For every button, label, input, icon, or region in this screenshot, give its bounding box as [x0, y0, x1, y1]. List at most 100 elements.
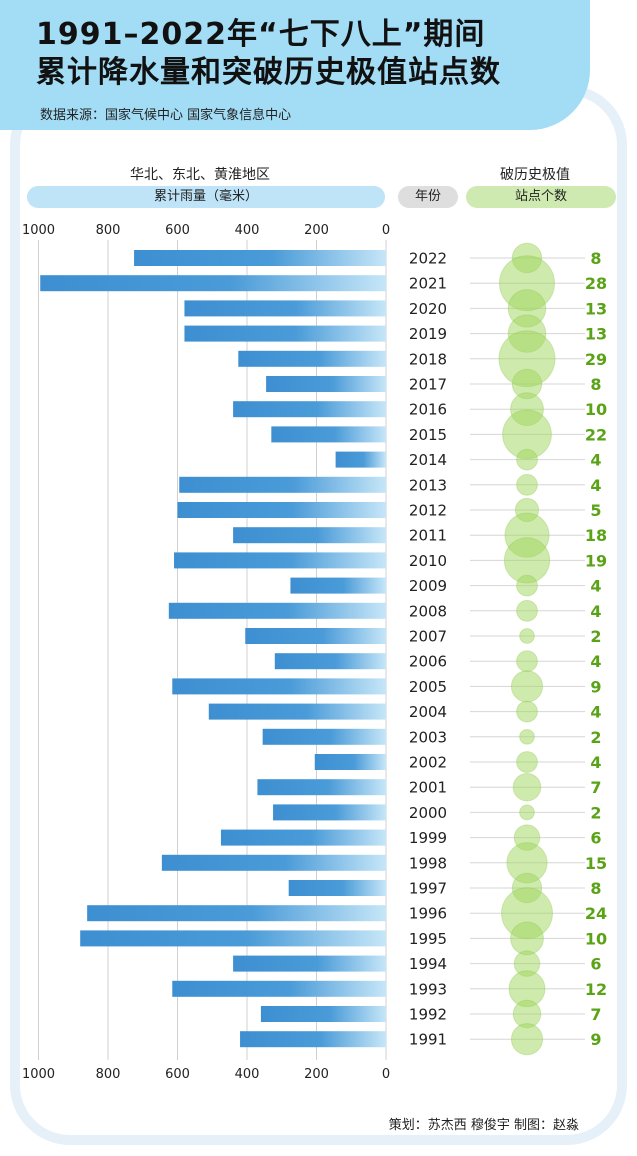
- record-count-label: 28: [585, 274, 607, 293]
- rainfall-bar: [233, 527, 386, 544]
- year-label: 1998: [409, 854, 447, 872]
- year-labels: 2022 2021 2020 2019 2018 2017 2016 2015 2014 2013…: [409, 250, 447, 1049]
- rainfall-bar: [257, 779, 386, 796]
- rainfall-bar: [271, 426, 386, 443]
- year-label: 2003: [409, 728, 447, 746]
- record-bubble: [519, 628, 535, 644]
- rainfall-bar: [184, 300, 386, 317]
- record-bubble: [516, 700, 538, 723]
- record-bubble: [512, 772, 542, 802]
- record-count-label: 6: [590, 829, 601, 848]
- rainfall-bar: [288, 880, 386, 896]
- x-tick-label-top: 600: [165, 223, 190, 238]
- record-count-label: 8: [590, 879, 601, 898]
- year-label: 2021: [409, 275, 447, 293]
- rainfall-bar: [233, 955, 386, 972]
- rainfall-bar: [168, 602, 386, 619]
- region-label: 华北、东北、黄淮地区: [130, 167, 270, 183]
- record-count-label: 18: [585, 526, 607, 545]
- record-count-label: 6: [590, 955, 601, 974]
- x-tick-label-bottom: 200: [304, 1067, 329, 1082]
- record-count-label: 8: [590, 375, 601, 394]
- rainfall-bar: [240, 1031, 386, 1048]
- year-label: 2014: [409, 451, 447, 469]
- year-label: 1994: [409, 955, 447, 973]
- record-count-label: 4: [590, 602, 601, 621]
- record-bubble: [510, 1023, 544, 1056]
- record-count-label: 24: [585, 904, 607, 923]
- record-bubble: [516, 473, 538, 496]
- year-label: 2020: [409, 300, 447, 318]
- year-label: 2019: [409, 325, 447, 343]
- year-label: 2015: [409, 426, 447, 444]
- header-banner: 1991–2022年“七下八上”期间 累计降水量和突破历史极值站点数 数据来源：…: [0, 0, 590, 130]
- year-label: 2012: [409, 502, 447, 520]
- count-labels: 8281313298102244518194424942472615824106…: [585, 249, 607, 1049]
- rainfall-bar: [80, 930, 386, 947]
- year-label: 2000: [409, 804, 447, 822]
- year-label: 2011: [409, 527, 447, 545]
- record-bubble: [516, 650, 538, 673]
- rainfall-bar: [161, 854, 386, 871]
- rainfall-bar: [172, 678, 386, 695]
- record-count-label: 9: [590, 1030, 601, 1049]
- record-count-label: 10: [585, 929, 607, 948]
- year-label: 1991: [409, 1031, 447, 1049]
- record-count-label: 7: [590, 778, 601, 797]
- record-bubble: [516, 599, 538, 622]
- bar-layer: [40, 250, 387, 1048]
- year-label: 2005: [409, 678, 447, 696]
- record-count-label: 10: [585, 400, 607, 419]
- x-tick-label-top: 400: [235, 223, 260, 238]
- x-tick-label-top: 0: [382, 223, 390, 238]
- record-count-label: 2: [590, 627, 601, 646]
- record-count-label: 2: [590, 728, 601, 747]
- rainfall-bar: [262, 728, 386, 745]
- record-count-label: 22: [585, 425, 607, 444]
- record-count-label: 13: [585, 325, 607, 344]
- rainfall-bar: [290, 577, 386, 594]
- rainfall-bar: [274, 653, 386, 670]
- record-count-label: 2: [590, 803, 601, 822]
- year-label: 1996: [409, 905, 447, 923]
- record-count-label: 29: [585, 350, 607, 369]
- record-count-label: 9: [590, 677, 601, 696]
- year-label: 2016: [409, 401, 447, 419]
- rainfall-bar: [260, 1006, 386, 1022]
- year-label: 1995: [409, 930, 447, 948]
- year-label: 2006: [409, 653, 447, 671]
- record-count-label: 19: [585, 551, 607, 570]
- count-pill: 站点个数: [466, 186, 616, 208]
- rainfall-bar: [233, 401, 386, 418]
- rainfall-bar: [179, 476, 386, 493]
- rainfall-bar: [220, 829, 386, 846]
- x-tick-label-top: 200: [304, 223, 329, 238]
- record-bubble: [516, 751, 538, 773]
- credits: 策划：苏杰西 穆俊宇 制图：赵淼: [388, 1118, 579, 1133]
- record-bubble: [519, 728, 535, 745]
- record-bubble: [510, 670, 544, 703]
- rainfall-bar: [266, 376, 386, 392]
- title-line-1: 1991–2022年“七下八上”期间: [36, 17, 486, 52]
- year-label: 2017: [409, 376, 447, 394]
- record-count-label: 7: [590, 1005, 601, 1024]
- record-count-label: 8: [590, 249, 601, 268]
- title-line-2: 累计降水量和突破历史极值站点数: [36, 55, 501, 90]
- data-source: 数据来源：国家气候中心 国家气象信息中心: [40, 108, 292, 123]
- year-label: 2018: [409, 350, 447, 368]
- record-count-label: 5: [590, 501, 601, 520]
- rainfall-bar: [208, 703, 386, 720]
- year-label: 1992: [409, 1006, 447, 1024]
- x-tick-label-bottom: 0: [382, 1067, 390, 1082]
- x-tick-label-bottom: 600: [165, 1067, 190, 1082]
- year-label: 2022: [409, 250, 447, 268]
- year-label: 2008: [409, 602, 447, 620]
- year-label: 2001: [409, 779, 447, 797]
- year-label: 2007: [409, 628, 447, 646]
- year-label: 2009: [409, 577, 447, 595]
- record-bubble: [516, 448, 538, 471]
- record-count-label: 4: [590, 476, 601, 495]
- rainfall-bar: [273, 804, 386, 821]
- bubble-layer: [498, 242, 556, 1056]
